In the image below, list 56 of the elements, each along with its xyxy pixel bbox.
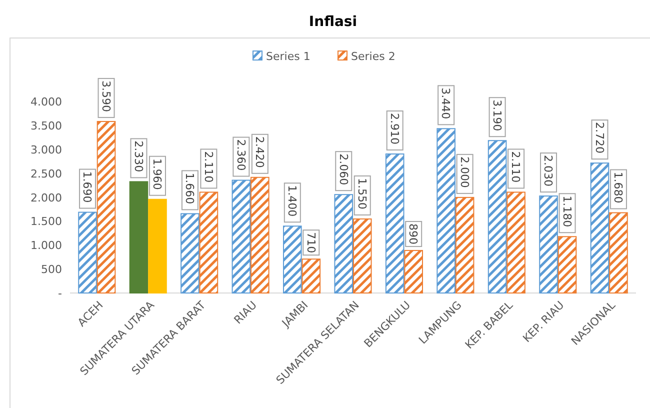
data-label: 1.400: [286, 185, 299, 217]
bar: [539, 196, 558, 294]
bar: [385, 153, 404, 294]
bar: [352, 218, 372, 294]
data-label: 2.330: [132, 140, 145, 172]
bar: [148, 198, 167, 294]
y-tick-label: 1.000: [30, 239, 62, 252]
bar: [609, 212, 628, 294]
bar: [283, 226, 302, 294]
bar: [180, 213, 200, 294]
data-label: 1.180: [560, 196, 574, 228]
y-tick-label: 2.500: [30, 167, 62, 180]
bar: [250, 176, 270, 294]
bar: [96, 120, 116, 294]
data-label: 2.360: [234, 139, 248, 171]
bar: [78, 212, 97, 294]
y-tick-label: 4.000: [30, 96, 62, 109]
bar: [455, 196, 474, 294]
bar: [404, 250, 423, 294]
data-label: 2.110: [202, 151, 215, 183]
bar: [232, 180, 251, 294]
chart-title: Inflasi: [308, 14, 358, 30]
data-label: 1.960: [150, 158, 164, 190]
data-label: 2.000: [458, 156, 471, 188]
data-label: 2.420: [253, 136, 266, 168]
data-label: 2.720: [592, 122, 606, 154]
bar: [129, 181, 148, 294]
bar: [506, 192, 526, 294]
y-tick-label: 3.500: [30, 120, 62, 133]
data-label: 890: [406, 223, 420, 244]
y-tick-label: 500: [41, 262, 62, 276]
data-label: 3.590: [99, 80, 112, 112]
y-tick-label: -: [58, 286, 62, 300]
data-label: 1.550: [356, 178, 369, 210]
bar: [302, 258, 321, 294]
data-label: 1.680: [612, 172, 625, 204]
data-label: 2.110: [509, 151, 522, 183]
data-label: 2.060: [336, 154, 350, 186]
data-label: 3.190: [490, 100, 504, 132]
bar: [334, 194, 354, 294]
data-label: 710: [304, 232, 318, 254]
data-label: 2.910: [388, 112, 401, 144]
legend-label: Series 2: [351, 50, 396, 63]
bar: [590, 162, 610, 294]
y-tick-label: 1.500: [30, 215, 62, 228]
bar: [558, 236, 577, 294]
legend-label: Series 1: [266, 50, 310, 63]
data-label: 2.030: [542, 155, 555, 187]
bar: [488, 140, 507, 294]
data-label: 1.690: [80, 171, 94, 203]
y-tick-label: 2.000: [30, 191, 62, 204]
bar: [199, 192, 218, 294]
data-label: 1.660: [183, 172, 196, 204]
data-label: 3.440: [439, 88, 452, 120]
bar: [436, 128, 456, 294]
y-tick-label: 3.000: [30, 144, 62, 157]
